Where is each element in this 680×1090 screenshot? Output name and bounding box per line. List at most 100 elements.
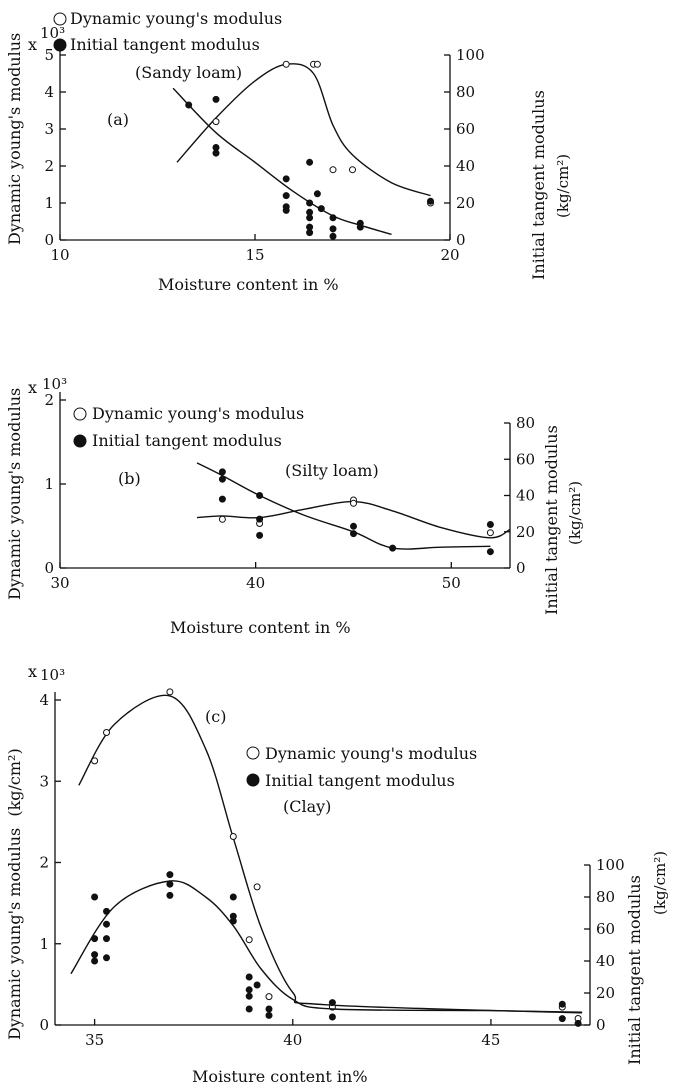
panel-a-initial-point bbox=[282, 192, 290, 200]
panel-b-x-tick-label: 30 bbox=[50, 574, 69, 592]
panel-b-ylabel-right: Initial tangent modulus bbox=[542, 425, 561, 615]
panel-c-legend: Dynamic young's modulus Initial tangent … bbox=[246, 744, 477, 790]
panel-b-right-tick-label: 20 bbox=[516, 523, 535, 541]
panel-b-x-tick-label: 50 bbox=[442, 574, 461, 592]
panel-b-multiplier-exp: 10³ bbox=[42, 375, 67, 393]
panel-c-initial-point bbox=[245, 986, 253, 994]
panel-c-x-tick-label: 40 bbox=[283, 1031, 302, 1049]
panel-b-x-tick-label: 40 bbox=[246, 574, 265, 592]
panel-c-xlabel: Moisture content in% bbox=[192, 1067, 368, 1086]
panel-a-panel-label: (a) bbox=[107, 110, 129, 129]
panel-a-multiplier-exp: 10³ bbox=[40, 24, 65, 42]
panel-c-initial-point bbox=[103, 954, 110, 962]
panel-a-left-tick-label: 2 bbox=[44, 157, 54, 175]
panel-a-legend-open-marker bbox=[53, 12, 67, 26]
panel-b-right-tick-label: 0 bbox=[516, 559, 526, 577]
panel-b-ylabel-left: Dynamic young's modulus bbox=[5, 388, 24, 600]
panel-c-dynamic-point bbox=[253, 883, 261, 891]
panel-c-initial-point bbox=[253, 981, 261, 989]
panel-c-left-tick-label: 2 bbox=[39, 854, 49, 872]
panel-c-initial-point bbox=[245, 992, 253, 1000]
panel-c-initial-point bbox=[91, 935, 99, 943]
panel-a-multiplier: x bbox=[28, 35, 37, 54]
panel-b-xlabel: Moisture content in % bbox=[170, 618, 351, 637]
panel-b-right-tick-label: 40 bbox=[516, 487, 535, 505]
panel-c-dynamic-point bbox=[229, 833, 237, 840]
panel-c-initial-point bbox=[103, 907, 110, 915]
panel-a-initial-point bbox=[427, 197, 434, 205]
panel-c-initial-point bbox=[265, 1005, 273, 1013]
panel-c-initial-point bbox=[166, 880, 174, 888]
panel-b-dynamic-point bbox=[218, 515, 226, 523]
panel-a-initial-point bbox=[282, 206, 290, 214]
panel-c-dynamic-point bbox=[166, 688, 174, 696]
panel-c-left-tick-label: 1 bbox=[39, 935, 49, 953]
panel-c: Dynamic young's modulus Initial tangent … bbox=[5, 662, 669, 1086]
panel-b-dynamic-point bbox=[350, 499, 357, 507]
panel-b-initial-point bbox=[350, 530, 357, 538]
panel-a-ylabel-left: Dynamic young's modulus bbox=[5, 33, 24, 245]
panel-b-initial-point bbox=[350, 522, 357, 530]
panel-a-initial-point bbox=[185, 101, 193, 109]
panel-c-initial-point bbox=[103, 920, 110, 928]
panel-b-initial-point bbox=[256, 515, 264, 523]
panel-c-left-tick-label: 0 bbox=[39, 1016, 49, 1034]
panel-c-initial-point bbox=[103, 935, 110, 943]
panel-b-initial-point bbox=[218, 495, 226, 503]
panel-c-initial-point bbox=[328, 999, 336, 1007]
panel-a-dynamic-curve bbox=[176, 63, 431, 197]
panel-a-xlabel: Moisture content in % bbox=[158, 275, 339, 294]
panel-c-ylabel-right: Initial tangent modulus bbox=[625, 875, 644, 1065]
panel-a-left-tick-label: 3 bbox=[44, 120, 54, 138]
panel-b-initial-point bbox=[218, 468, 226, 476]
panel-c-panel-label: (c) bbox=[205, 707, 226, 726]
panel-a-initial-point bbox=[212, 95, 220, 103]
panel-c-dynamic-curve bbox=[78, 694, 583, 1014]
panel-c-initial-point bbox=[265, 1011, 273, 1019]
panel-a-initial-point bbox=[356, 223, 364, 231]
panel-c-initial-point bbox=[91, 951, 99, 959]
panel-a-initial-point bbox=[329, 232, 337, 240]
panel-a-initial-point bbox=[306, 229, 314, 237]
panel-c-right-tick-label: 20 bbox=[596, 984, 615, 1002]
panel-c-initial-point bbox=[328, 1013, 336, 1021]
panel-b-legend: Dynamic young's modulus Initial tangent … bbox=[73, 404, 304, 450]
panel-c-right-tick-label: 40 bbox=[596, 952, 615, 970]
panel-b-initial-point bbox=[389, 544, 397, 552]
panel-a-initial-point bbox=[329, 225, 337, 233]
panel-c-initial-point bbox=[558, 1000, 566, 1008]
panel-c-x-tick-label: 45 bbox=[481, 1031, 500, 1049]
panel-b-initial-point bbox=[256, 492, 264, 499]
panel-a-legend: Dynamic young's modulus Initial tangent … bbox=[53, 9, 282, 54]
panel-c-right-tick-label: 100 bbox=[596, 856, 625, 874]
panel-c-legend-open-marker bbox=[246, 746, 260, 760]
panel-a-initial-point bbox=[313, 190, 321, 198]
panel-b-panel-label: (b) bbox=[118, 469, 141, 488]
panel-c-left-tick-label: 4 bbox=[39, 691, 49, 709]
panel-a-initial-point bbox=[306, 199, 314, 207]
panel-b-legend-solid-marker bbox=[73, 434, 87, 448]
panel-a-initial-point bbox=[329, 214, 337, 222]
panel-b-soil-label: (Silty loam) bbox=[285, 461, 379, 480]
panel-c-legend-solid-label: Initial tangent modulus bbox=[265, 771, 455, 790]
panel-b-left-tick-label: 2 bbox=[44, 391, 54, 409]
panel-c-initial-point bbox=[245, 973, 253, 981]
panel-c-right-tick-label: 0 bbox=[596, 1016, 606, 1034]
panel-a-right-tick-label: 100 bbox=[456, 46, 485, 64]
panel-c-dynamic-point bbox=[245, 936, 253, 944]
panel-c-left-tick-label: 3 bbox=[39, 772, 49, 790]
panel-a-dynamic-point bbox=[212, 118, 220, 126]
panel-a-right-tick-label: 20 bbox=[456, 194, 475, 212]
panel-c-initial-point bbox=[574, 1019, 582, 1027]
panel-a-legend-open-label: Dynamic young's modulus bbox=[70, 9, 282, 28]
panel-c-initial-point bbox=[166, 891, 174, 899]
panel-c-legend-open-label: Dynamic young's modulus bbox=[265, 744, 477, 763]
panel-c-ylabel-left-unit: (kg/cm²) bbox=[5, 748, 24, 816]
panel-c-right-tick-label: 60 bbox=[596, 920, 615, 938]
panel-c-multiplier-exp: 10³ bbox=[40, 666, 65, 684]
panel-b-multiplier: x bbox=[28, 378, 37, 397]
panel-b-initial-point bbox=[486, 548, 494, 556]
panel-a-x-tick-label: 20 bbox=[440, 246, 459, 264]
panel-c-ylabel-left-text: Dynamic young's modulus bbox=[5, 828, 24, 1040]
panel-a-right-tick-label: 80 bbox=[456, 83, 475, 101]
